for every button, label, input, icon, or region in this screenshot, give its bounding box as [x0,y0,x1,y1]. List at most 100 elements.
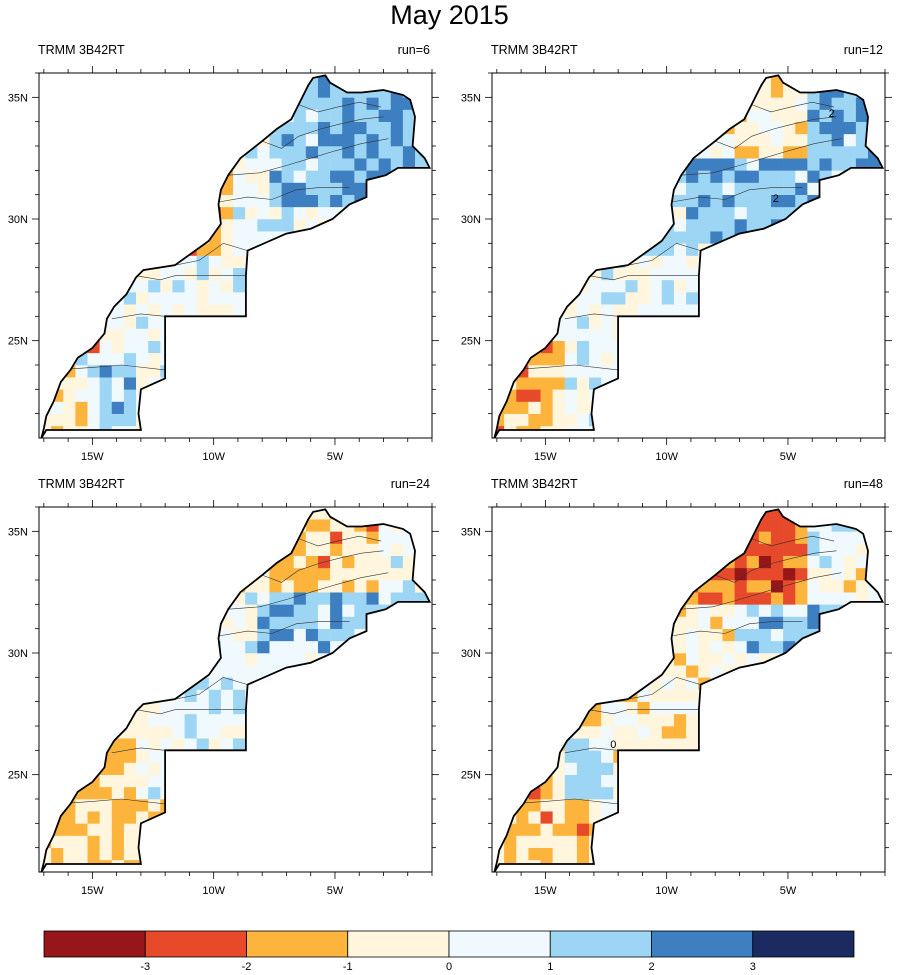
grid-cell [770,543,784,556]
grid-cell [758,97,772,110]
grid-cell [819,543,832,556]
grid-cell [317,628,331,642]
grid-cell [136,328,149,341]
lon-tick-label: 15W [81,885,104,897]
grid-cell [758,206,772,220]
grid-cell [354,97,367,110]
plot-frame [491,72,886,439]
grid-cell [257,170,270,183]
grid-cell [75,365,88,378]
grid-cell [220,267,234,281]
grid-cell [111,304,125,317]
grid-cell [746,567,760,581]
lon-tick-label: 15W [534,885,557,897]
grid-cell [269,194,282,208]
grid-cell [576,835,590,848]
grid-cell [75,377,88,390]
grid-cell [293,206,307,220]
grid-cell [540,401,553,414]
grid-cell [649,689,663,702]
grid-cell [601,726,614,739]
panel-source-label: TRMM 3B42RT [491,43,578,57]
grid-cell [269,170,282,183]
grid-cell [317,170,331,183]
grid-cell [111,352,125,366]
grid-cell [208,738,222,751]
grid-cell [136,352,149,366]
grid-cell [402,555,416,569]
grid-cell [184,304,197,317]
grid-cell [758,158,772,171]
grid-cell [589,750,602,763]
grid-cell [184,701,197,715]
grid-cell [63,811,76,824]
grid-cell [390,567,404,581]
grid-cell [661,677,675,690]
grid-cell [552,835,566,848]
grid-cell [220,701,234,715]
grid-cell [148,713,161,727]
grid-cell [293,182,307,195]
grid-cell [245,158,258,171]
grid-cell [576,799,590,812]
grid-cell [136,738,149,751]
grid-cell [330,109,343,122]
grid-cell [576,738,590,751]
grid-cell [601,292,614,305]
grid-cell [330,567,343,581]
grid-cell [111,389,125,402]
grid-cell [111,340,125,354]
grid-cell [722,604,735,617]
grid-cell [770,519,784,532]
grid-cell [807,616,820,629]
grid-cell [746,219,760,232]
grid-cell [758,580,772,593]
grid-cell [293,133,307,147]
grid-cell [673,653,687,666]
grid-cell [99,847,113,861]
grid-cell [354,146,367,159]
grid-cell [710,604,723,617]
grid-cell [269,640,282,654]
grid-cell [758,555,772,569]
grid-cell [330,170,343,183]
grid-cell [686,726,699,739]
grid-cell [673,677,687,690]
grid-cell [564,835,578,848]
grid-cell [516,389,529,402]
grid-cell [698,231,711,244]
grid-cell [208,267,222,281]
grid-cell [540,389,553,402]
grid-cell [257,653,270,666]
grid-cell [257,580,270,593]
grid-cell [601,304,614,317]
grid-cell [220,219,234,232]
grid-cell [390,133,404,147]
grid-cell [111,811,125,824]
grid-cell [673,292,687,305]
grid-cell [148,279,161,293]
grid-cell [831,555,845,569]
grid-cell [831,158,845,171]
grid-cell [831,531,845,544]
grid-cell [746,628,760,642]
grid-cell [172,279,185,293]
grid-cell [342,133,355,147]
grid-cell [601,738,614,751]
grid-cell [710,194,723,208]
grid-cell [172,713,185,727]
grid-cell [293,592,307,605]
grid-cell [686,243,699,256]
grid-cell [686,231,699,244]
grid-cell [305,531,319,544]
grid-cell [172,701,185,715]
grid-cell [390,97,404,110]
grid-cell [601,352,614,366]
grid-cell [758,121,772,135]
grid-cell [843,567,857,581]
grid-cell [269,158,282,171]
grid-cell [87,389,100,402]
grid-cell [342,604,355,617]
grid-cell [734,640,748,654]
grid-cell [123,328,137,341]
